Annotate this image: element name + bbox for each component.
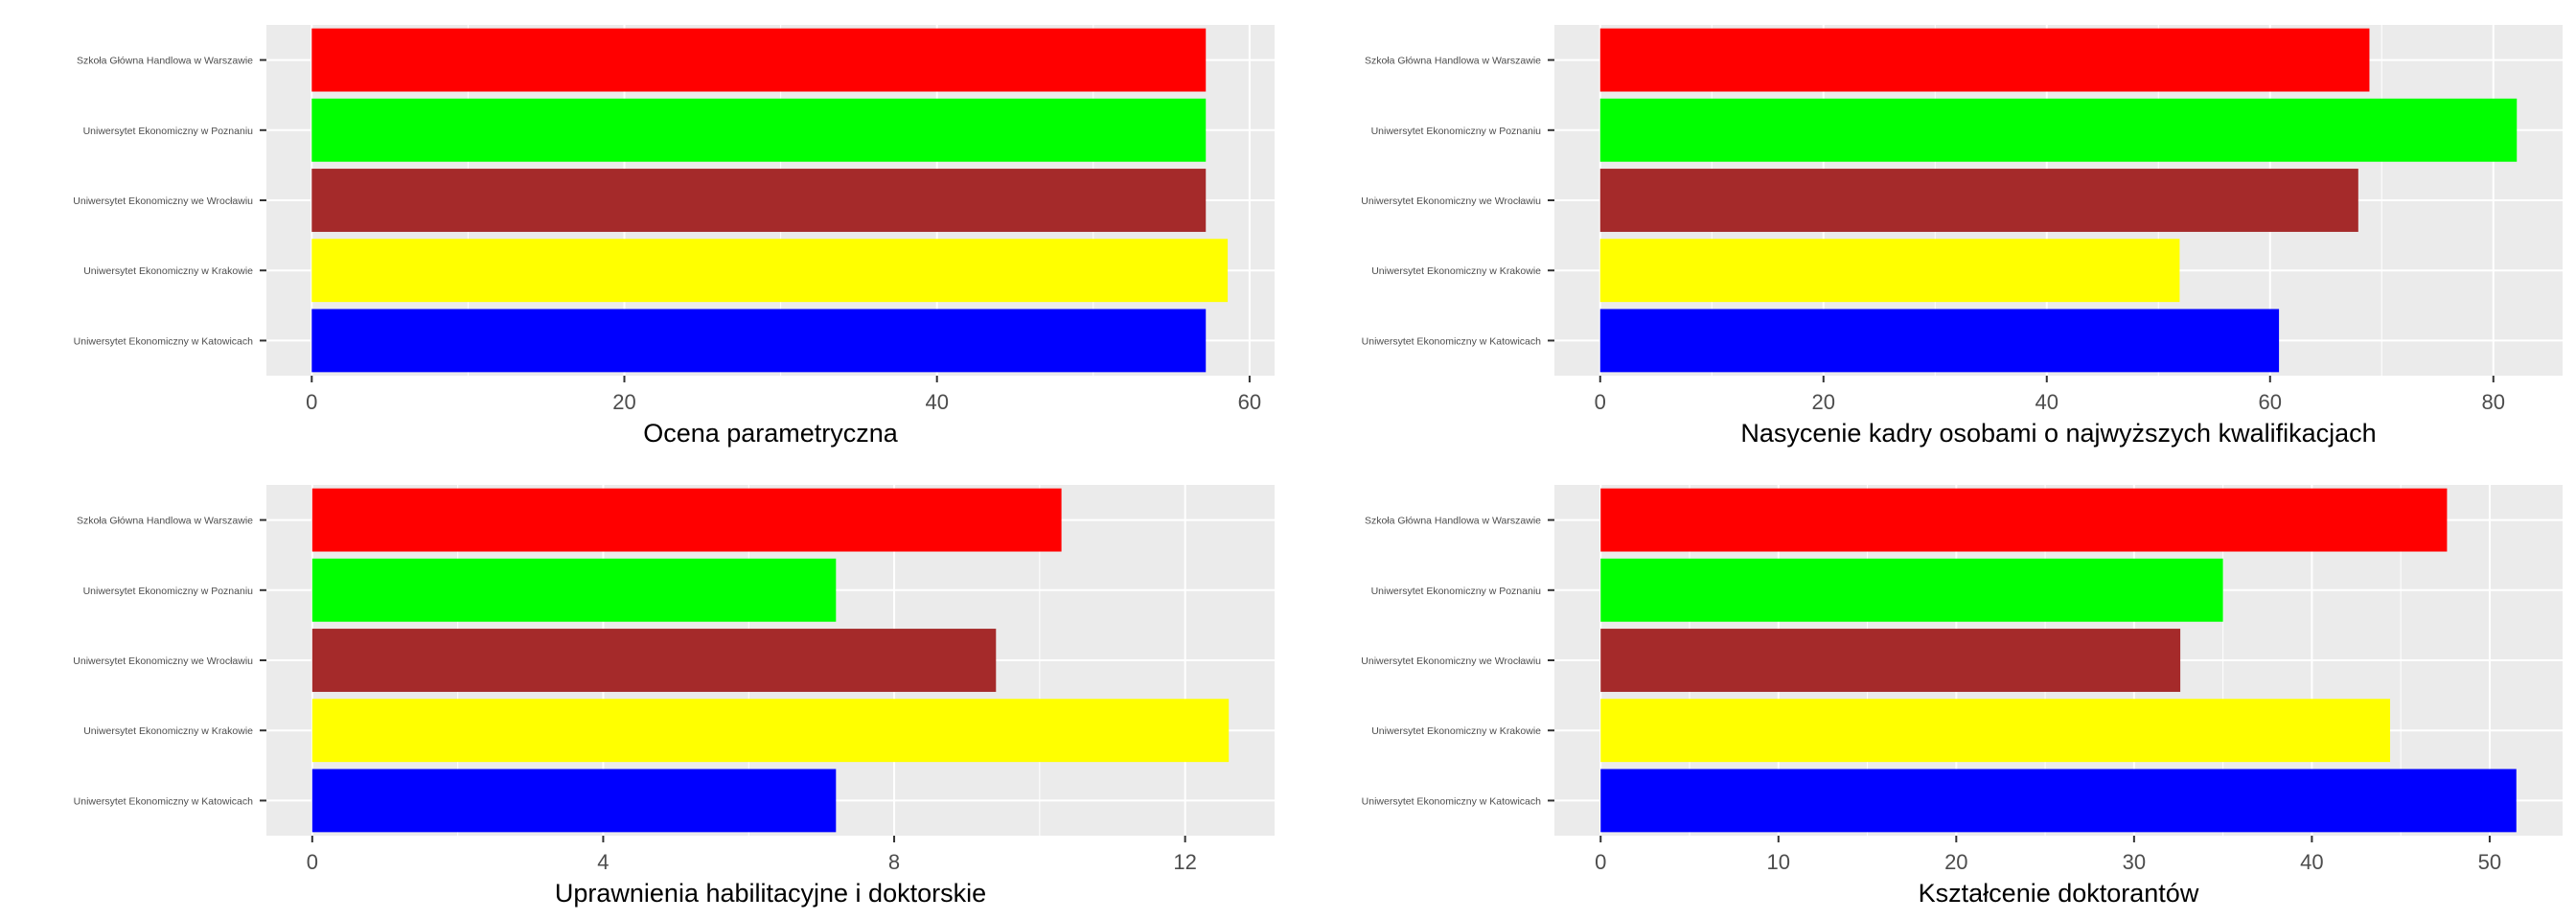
bar — [311, 28, 1207, 92]
x-axis-title: Kształcenie doktorantów — [1919, 879, 2199, 908]
y-tick-label: Uniwersytet Ekonomiczny w Poznaniu — [1371, 126, 1542, 137]
x-axis-title: Ocena parametryczna — [643, 419, 899, 448]
x-tick-label: 40 — [925, 390, 948, 414]
x-tick-label: 0 — [1595, 390, 1606, 414]
bar — [1599, 98, 2518, 162]
y-tick-label: Uniwersytet Ekonomiczny we Wrocławiu — [1361, 656, 1541, 667]
chart-uprawnienia: Szkoła Główna Handlowa w Warszawie Uniwer… — [73, 485, 1275, 908]
x-tick-label: 8 — [888, 850, 900, 874]
x-tick-label: 60 — [1238, 390, 1261, 414]
bar — [1600, 558, 2223, 622]
bar — [311, 98, 1207, 162]
y-tick-label: Szkoła Główna Handlowa w Warszawie — [77, 516, 253, 527]
x-tick-label: 20 — [1812, 390, 1835, 414]
chart-panel-ocena-parametryczna: Szkoła Główna Handlowa w Warszawie Uniwer… — [0, 0, 1288, 460]
x-tick-label: 30 — [2123, 850, 2146, 874]
y-tick-label: Uniwersytet Ekonomiczny we Wrocławiu — [73, 656, 253, 667]
bar — [311, 629, 997, 692]
y-tick-label: Uniwersytet Ekonomiczny w Krakowie — [1371, 725, 1541, 737]
bar — [1600, 769, 2517, 833]
bar — [311, 488, 1062, 552]
y-tick-label: Uniwersytet Ekonomiczny w Krakowie — [1371, 265, 1541, 277]
chart-panel-ksztalcenie: Szkoła Główna Handlowa w Warszawie Uniwer… — [1288, 460, 2576, 920]
bar — [1600, 488, 2448, 552]
y-tick-label: Uniwersytet Ekonomiczny w Katowicach — [1362, 795, 1541, 807]
bar — [1599, 239, 2180, 303]
chart-panel-nasycenie-kadry: Szkoła Główna Handlowa w Warszawie Uniwer… — [1288, 0, 2576, 460]
chart-nasycenie-kadry: Szkoła Główna Handlowa w Warszawie Uniwer… — [1361, 25, 2563, 448]
bar — [311, 309, 1207, 373]
y-tick-label: Uniwersytet Ekonomiczny w Poznaniu — [1371, 586, 1542, 597]
chart-panel-uprawnienia: Szkoła Główna Handlowa w Warszawie Uniwer… — [0, 460, 1288, 920]
y-tick-label: Uniwersytet Ekonomiczny we Wrocławiu — [73, 196, 253, 207]
bar — [1599, 28, 2370, 92]
chart-ocena-parametryczna: Szkoła Główna Handlowa w Warszawie Uniwer… — [73, 25, 1275, 448]
x-tick-label: 10 — [1767, 850, 1790, 874]
x-tick-label: 50 — [2478, 850, 2501, 874]
bar — [311, 169, 1207, 232]
x-tick-label: 60 — [2259, 390, 2282, 414]
bar — [1599, 309, 2280, 373]
y-tick-label: Szkoła Główna Handlowa w Warszawie — [77, 56, 253, 67]
y-tick-label: Uniwersytet Ekonomiczny w Katowicach — [1362, 335, 1541, 347]
y-tick-label: Uniwersytet Ekonomiczny w Katowicach — [74, 335, 253, 347]
y-tick-label: Uniwersytet Ekonomiczny w Katowicach — [74, 795, 253, 807]
bar — [311, 769, 837, 833]
bar — [311, 558, 837, 622]
x-axis-title: Nasycenie kadry osobami o najwyższych kw… — [1740, 419, 2376, 448]
bar — [311, 699, 1230, 763]
x-axis-title: Uprawnienia habilitacyjne i doktorskie — [555, 879, 986, 908]
x-tick-label: 0 — [306, 390, 317, 414]
y-tick-label: Uniwersytet Ekonomiczny w Krakowie — [83, 725, 253, 737]
y-tick-label: Szkoła Główna Handlowa w Warszawie — [1365, 56, 1541, 67]
bar — [1600, 629, 2181, 692]
x-tick-label: 40 — [2036, 390, 2058, 414]
x-tick-label: 0 — [307, 850, 318, 874]
y-tick-label: Uniwersytet Ekonomiczny w Krakowie — [83, 265, 253, 277]
x-tick-label: 0 — [1595, 850, 1606, 874]
x-tick-label: 4 — [597, 850, 609, 874]
bar — [311, 239, 1229, 303]
x-tick-label: 80 — [2482, 390, 2505, 414]
chart-ksztalcenie: Szkoła Główna Handlowa w Warszawie Uniwer… — [1361, 485, 2563, 908]
y-tick-label: Szkoła Główna Handlowa w Warszawie — [1365, 516, 1541, 527]
x-tick-label: 12 — [1173, 850, 1196, 874]
x-tick-label: 20 — [1944, 850, 1967, 874]
y-tick-label: Uniwersytet Ekonomiczny w Poznaniu — [83, 126, 254, 137]
x-tick-label: 40 — [2300, 850, 2323, 874]
bar — [1599, 169, 2358, 232]
x-tick-label: 20 — [612, 390, 635, 414]
bar — [1600, 699, 2391, 763]
y-tick-label: Uniwersytet Ekonomiczny w Poznaniu — [83, 586, 254, 597]
y-tick-label: Uniwersytet Ekonomiczny we Wrocławiu — [1361, 196, 1541, 207]
